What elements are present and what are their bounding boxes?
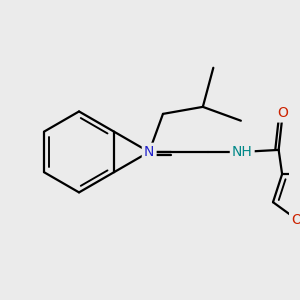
Text: N: N bbox=[144, 145, 154, 159]
Text: NH: NH bbox=[232, 145, 253, 159]
Text: O: O bbox=[277, 106, 288, 121]
Text: O: O bbox=[291, 212, 300, 226]
Text: N: N bbox=[144, 145, 154, 159]
